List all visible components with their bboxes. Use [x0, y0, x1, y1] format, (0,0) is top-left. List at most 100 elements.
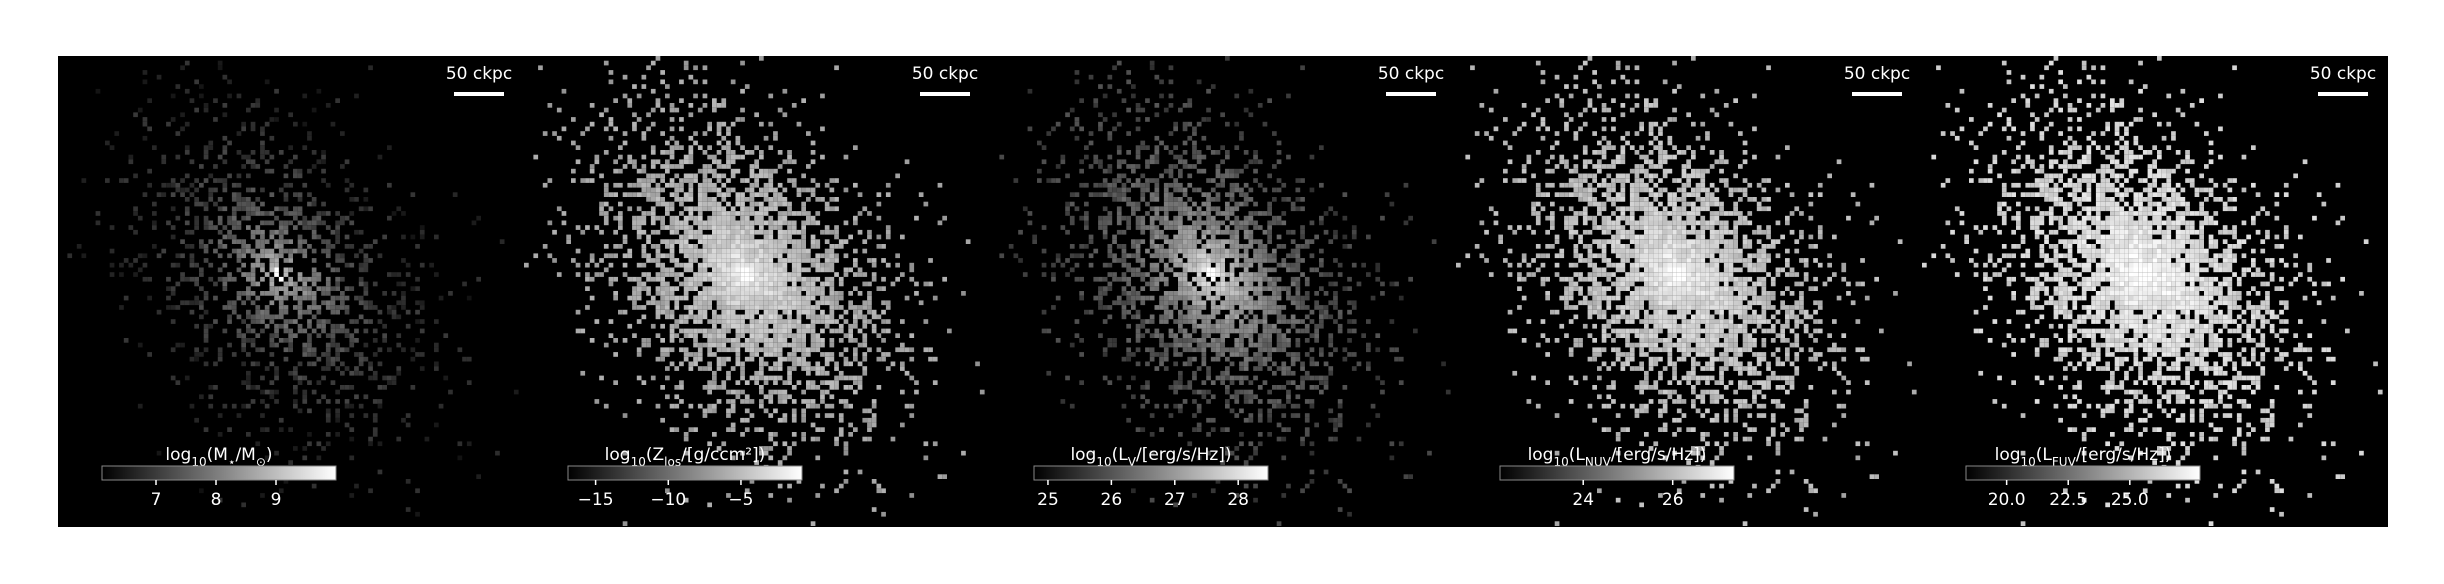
pixel: [721, 239, 727, 244]
pixel: [175, 281, 181, 287]
pixel: [1210, 356, 1216, 362]
pixel: [1248, 281, 1254, 287]
pixel: [787, 286, 792, 291]
pixel: [740, 286, 745, 291]
pixel: [142, 79, 148, 85]
pixel: [791, 178, 797, 183]
pixel: [283, 291, 289, 296]
pixel: [759, 291, 764, 296]
pixel: [791, 323, 797, 329]
pixel: [241, 248, 246, 254]
pixel: [264, 309, 270, 315]
pixel: [1187, 441, 1193, 447]
pixel: [1225, 211, 1230, 216]
pixel: [1272, 253, 1277, 259]
pixel: [716, 300, 722, 306]
pixel: [759, 258, 764, 263]
pixel: [1154, 267, 1160, 273]
pixel: [1182, 399, 1188, 404]
pixel: [829, 309, 835, 315]
pixel: [1220, 305, 1225, 310]
pixel: [307, 338, 312, 343]
pixel: [782, 197, 788, 202]
pixel: [702, 262, 708, 268]
pixel: [203, 295, 209, 301]
pixel: [759, 338, 764, 343]
pixel: [1239, 187, 1244, 193]
pixel: [904, 403, 910, 409]
pixel: [693, 328, 698, 334]
pixel: [372, 239, 378, 244]
pixel: [632, 112, 637, 118]
pixel: [759, 276, 764, 282]
pixel: [721, 361, 727, 367]
pixel: [217, 244, 223, 249]
pixel: [1168, 300, 1174, 306]
pixel: [1149, 215, 1155, 221]
pixel: [650, 300, 656, 306]
pixel: [599, 258, 604, 263]
pixel: [1173, 333, 1178, 338]
pixel: [255, 197, 261, 202]
pixel: [1102, 229, 1108, 235]
pixel: [782, 258, 788, 263]
pixel: [777, 258, 783, 263]
pixel: [1333, 291, 1338, 296]
pixel: [1342, 244, 1348, 249]
pixel: [133, 112, 138, 118]
pixel: [340, 385, 345, 390]
pixel: [655, 201, 661, 207]
pixel: [236, 413, 242, 418]
pixel: [801, 211, 806, 216]
pixel: [730, 300, 736, 306]
pixel: [335, 276, 340, 282]
pixel: [349, 413, 355, 418]
pixel: [1159, 79, 1164, 85]
pixel: [669, 427, 675, 432]
pixel: [1328, 281, 1334, 287]
pixel: [199, 352, 204, 357]
pixel: [1262, 309, 1268, 315]
pixel: [1206, 328, 1211, 334]
pixel: [749, 291, 755, 296]
pixel: [335, 408, 340, 414]
pixel: [702, 333, 708, 338]
pixel: [759, 319, 764, 324]
pixel: [278, 427, 284, 432]
pixel: [697, 342, 703, 348]
pixel: [801, 244, 806, 249]
pixel: [801, 253, 806, 259]
pixel: [278, 314, 284, 320]
pixel: [231, 352, 237, 357]
pixel: [1568, 93, 1574, 99]
pixel: [316, 211, 322, 216]
pixel: [152, 145, 157, 150]
pixel: [1333, 295, 1338, 301]
pixel: [749, 197, 755, 202]
pixel: [575, 225, 581, 230]
pixel: [679, 281, 684, 287]
pixel: [302, 145, 308, 150]
pixel: [1173, 272, 1178, 277]
pixel: [589, 168, 595, 174]
pixel: [1267, 234, 1272, 240]
pixel: [622, 272, 628, 277]
pixel: [1112, 253, 1117, 259]
pixel: [735, 140, 741, 146]
pixel: [363, 300, 369, 306]
pixel: [735, 305, 741, 310]
pixel: [1253, 211, 1258, 216]
pixel: [843, 375, 849, 381]
pixel: [1135, 178, 1141, 183]
pixel: [1206, 370, 1211, 376]
pixel: [133, 258, 138, 263]
pixel: [1304, 305, 1310, 310]
pixel: [716, 333, 722, 338]
pixel: [391, 211, 397, 216]
pixel: [1248, 333, 1254, 338]
pixel: [1225, 154, 1230, 160]
pixel: [759, 201, 764, 207]
pixel: [702, 309, 708, 315]
pixel: [1168, 201, 1174, 207]
pixel: [679, 347, 684, 353]
